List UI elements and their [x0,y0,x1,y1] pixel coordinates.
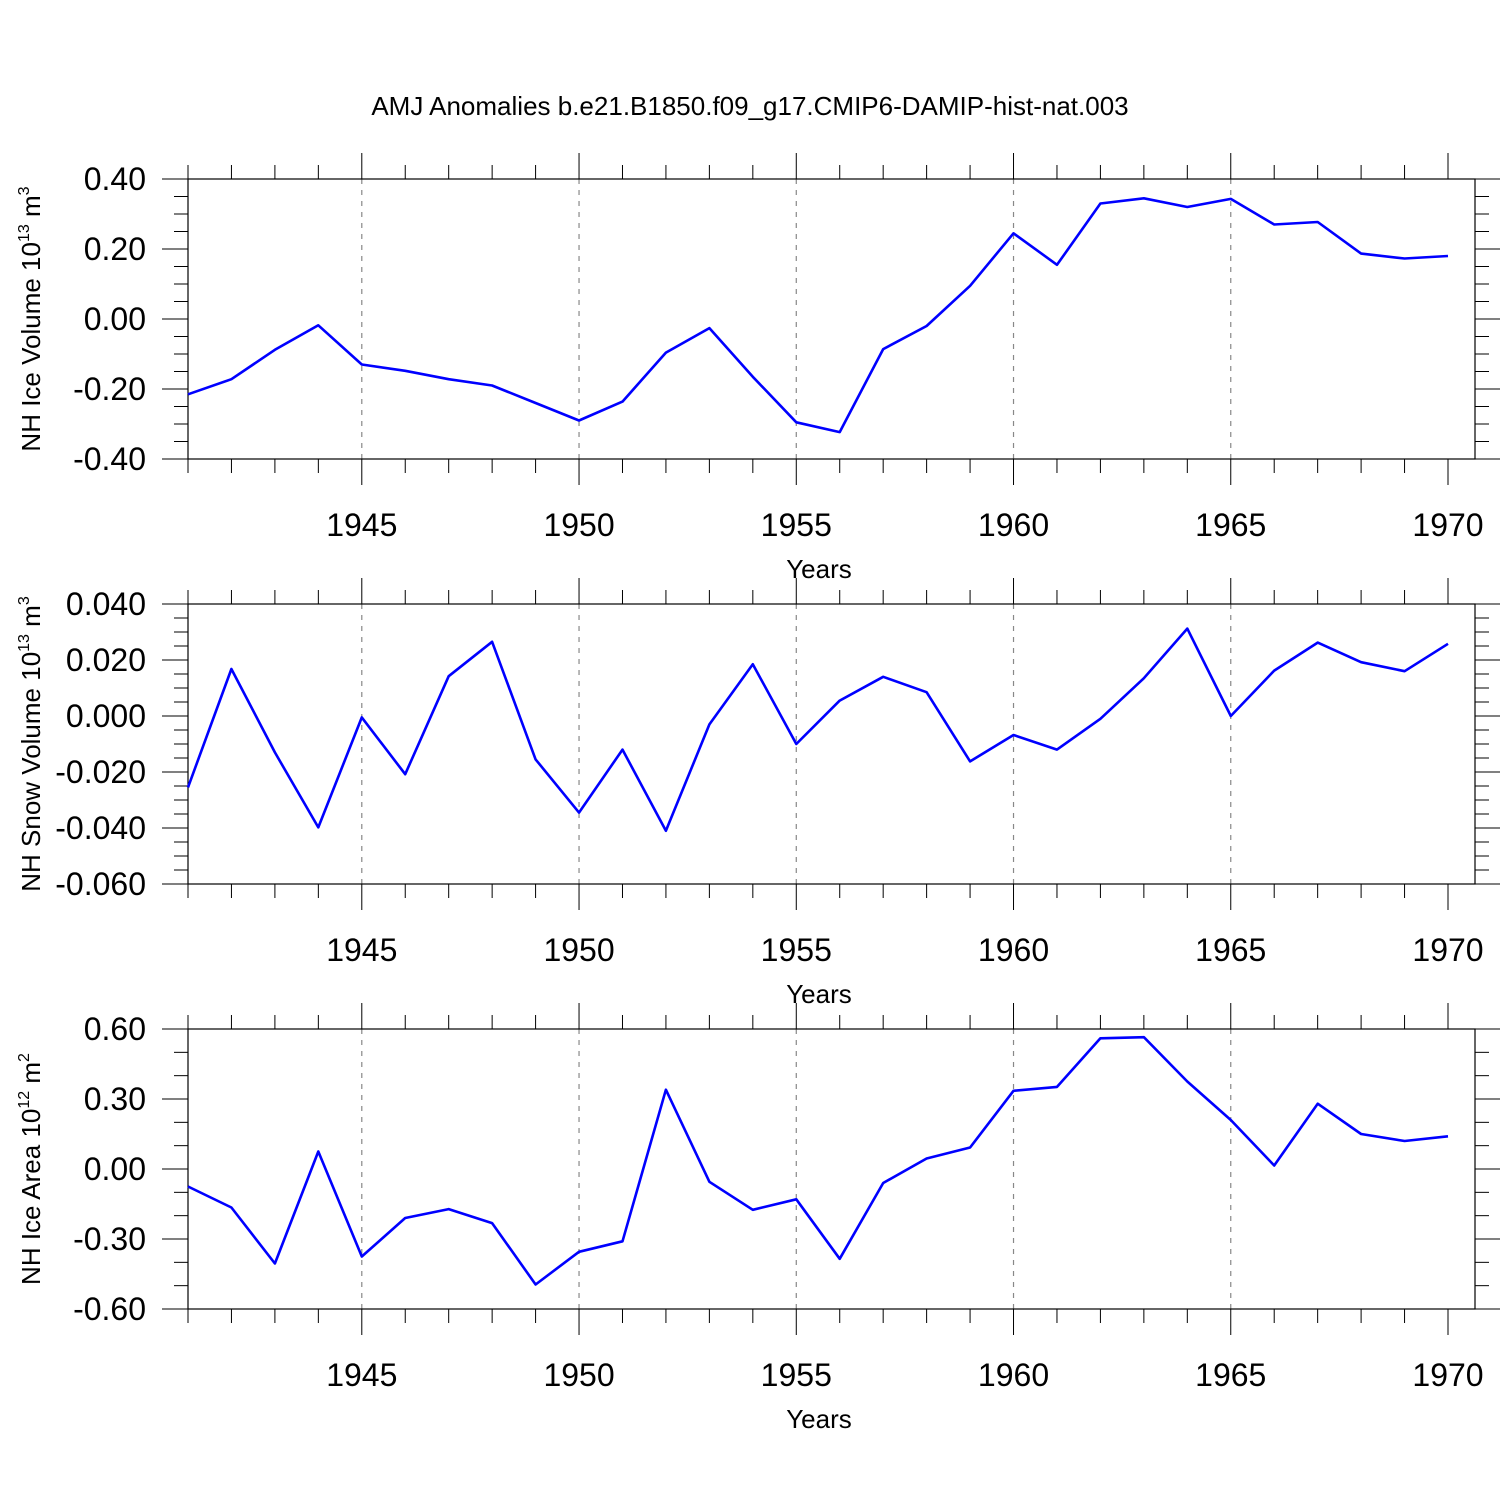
chart-title: AMJ Anomalies b.e21.B1850.f09_g17.CMIP6-… [371,91,1128,121]
x-tick-label: 1950 [543,932,614,968]
y-axis-label-unit: m [16,1062,46,1091]
y-axis-label-text: NH Ice Volume 10 [16,242,46,452]
y-tick-label: -0.020 [55,754,146,790]
y-tick-label: 0.40 [84,161,146,197]
x-tick-label: 1965 [1195,1357,1266,1393]
y-tick-label: 0.30 [84,1081,146,1117]
y-tick-label: 0.00 [84,301,146,337]
x-axis-label: Years [786,554,852,584]
y-tick-label: 0.60 [84,1011,146,1047]
x-axis-label: Years [786,979,852,1009]
x-tick-label: 1945 [326,1357,397,1393]
series-line [187,197,1449,434]
x-tick-label: 1960 [978,932,1049,968]
series-line [186,627,1449,833]
y-tick-label: 0.20 [84,231,146,267]
x-tick-label: 1965 [1195,507,1266,543]
y-tick-label: -0.30 [73,1221,146,1257]
plot-frame [187,1028,1476,1310]
panels: -0.40 -0.20 0.00 0.20 0.40 1945 1950 1955 1960 19… [16,153,1500,1434]
panel-2: -0.060 -0.040 -0.020 0.000 0.020 0.040 1945 195… [16,578,1500,1009]
y-axis-label: NH Ice Volume 1013 m3 [16,186,46,451]
y-tick-label: 0.020 [66,642,146,678]
x-tick-label: 1970 [1412,1357,1483,1393]
y-axis-label-exponent: 13 [16,634,33,652]
y-tick-label: 0.040 [66,586,146,622]
x-tick-label: 1945 [326,507,397,543]
y-axis-label-exponent: 13 [16,224,33,242]
x-tick-label: 1955 [761,1357,832,1393]
x-tick-label: 1945 [326,932,397,968]
y-axis-label-unit-exponent: 2 [16,1053,33,1062]
y-tick-label: -0.040 [55,810,146,846]
y-axis-label: NH Snow Volume 1013 m3 [16,596,46,892]
y-axis-label-unit-exponent: 3 [16,186,33,195]
x-tick-label: 1965 [1195,932,1266,968]
y-axis-label-exponent: 12 [16,1091,33,1109]
x-tick-label: 1970 [1412,932,1483,968]
y-tick-label: -0.060 [55,866,146,902]
y-tick-label: -0.40 [73,441,146,477]
y-axis-label-unit: m [16,195,46,224]
series-line [187,1035,1449,1286]
panel-3: -0.60 -0.30 0.00 0.30 0.60 1945 1950 1955 1960 19… [16,1003,1500,1434]
y-tick-label: -0.20 [73,371,146,407]
x-tick-label: 1955 [761,932,832,968]
plot-frame [187,178,1476,460]
y-axis-label: NH Ice Area 1012 m2 [16,1053,46,1285]
x-tick-label: 1960 [978,507,1049,543]
x-tick-label: 1970 [1412,507,1483,543]
x-tick-label: 1950 [543,507,614,543]
x-tick-label: 1950 [543,1357,614,1393]
x-tick-label: 1960 [978,1357,1049,1393]
y-tick-label: -0.60 [73,1291,146,1327]
panel-1: -0.40 -0.20 0.00 0.20 0.40 1945 1950 1955 1960 19… [16,153,1500,584]
y-axis-label-unit: m [16,605,46,634]
y-tick-label: 0.000 [66,698,146,734]
y-axis-label-text: NH Ice Area 10 [16,1109,46,1285]
y-tick-label: 0.00 [84,1151,146,1187]
y-axis-label-text: NH Snow Volume 10 [16,652,46,892]
y-axis-label-unit-exponent: 3 [16,596,33,605]
x-axis-label: Years [786,1404,852,1434]
x-tick-label: 1955 [761,507,832,543]
